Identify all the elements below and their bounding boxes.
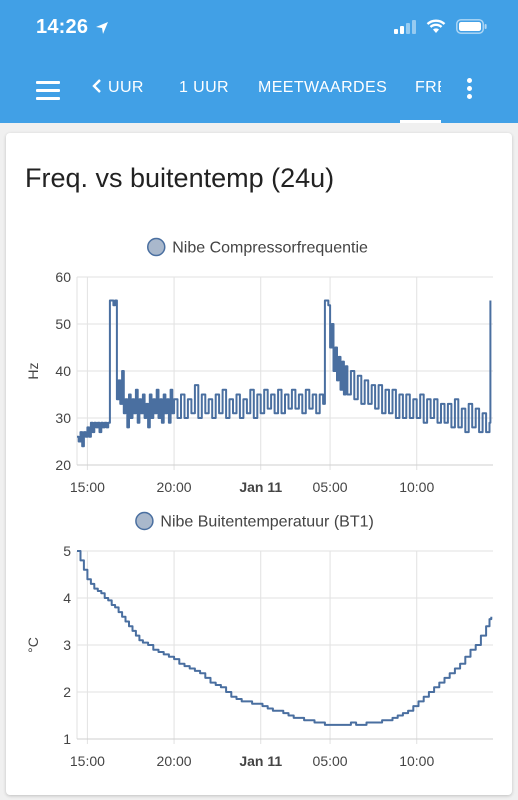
chart-card: Freq. vs buitentemp (24u) — [6, 133, 512, 795]
chevron-left-icon — [92, 79, 101, 93]
app-bar: 14:26 UUR 1 UUR — [0, 0, 518, 123]
tab-frequentie[interactable]: FRE — [415, 79, 441, 96]
battery-icon — [456, 19, 487, 34]
tab-back-label: UUR — [108, 79, 144, 96]
tab-back-uur[interactable]: UUR — [92, 79, 144, 97]
wifi-icon — [426, 19, 446, 33]
status-icons — [394, 19, 488, 34]
location-arrow-icon — [96, 21, 109, 34]
tab-meetwaardes[interactable]: MEETWAARDES — [258, 79, 388, 96]
status-time-text: 14:26 — [36, 16, 89, 38]
card-title: Freq. vs buitentemp (24u) — [25, 163, 335, 193]
toolbar: UUR 1 UUR MEETWAARDES FRE — [0, 62, 518, 123]
status-bar-time: 14:26 — [36, 16, 110, 39]
tab-1-uur[interactable]: 1 UUR — [179, 79, 230, 96]
cellular-signal-icon — [394, 19, 416, 34]
active-tab-indicator — [400, 120, 441, 123]
hamburger-menu-icon[interactable] — [36, 81, 60, 101]
more-options-icon[interactable] — [465, 78, 473, 102]
